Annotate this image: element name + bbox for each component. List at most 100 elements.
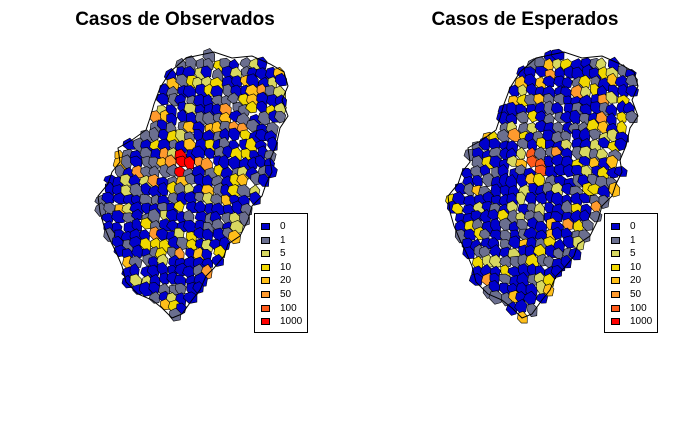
municipality [559, 111, 574, 124]
municipality [550, 265, 563, 278]
municipality [514, 298, 528, 314]
panel-observed: Casos de Observados 0 1 5 10 20 50 100 1000 [75, 9, 308, 333]
municipality [156, 93, 169, 106]
municipality [598, 194, 610, 209]
legend-label: 1 [280, 234, 286, 246]
municipality [589, 210, 603, 223]
municipality [166, 112, 178, 127]
legend-label: 1000 [280, 316, 303, 328]
municipality-layer [94, 48, 288, 322]
municipality [200, 65, 212, 79]
map-title-expected: Casos de Esperados [431, 9, 619, 30]
legend-label: 20 [630, 275, 642, 287]
municipality [454, 182, 467, 196]
legend-label: 100 [280, 302, 297, 314]
municipality [274, 72, 287, 87]
municipality [147, 256, 159, 269]
municipality [516, 138, 529, 150]
municipality [231, 75, 243, 89]
municipality [625, 84, 639, 97]
municipality [148, 126, 160, 142]
municipality [227, 184, 242, 198]
municipality [236, 173, 248, 187]
municipality [128, 255, 143, 269]
municipality [147, 208, 161, 223]
municipality [562, 218, 574, 231]
municipality [505, 113, 518, 125]
municipality [499, 255, 513, 269]
municipality [228, 127, 241, 142]
municipality [489, 244, 502, 259]
municipality [524, 93, 538, 108]
municipality [569, 109, 582, 126]
municipality [527, 110, 540, 123]
municipality [614, 166, 628, 177]
municipality [175, 282, 187, 296]
municipality [173, 274, 187, 288]
municipality [560, 199, 573, 215]
municipality [617, 83, 629, 98]
legend-swatch [261, 250, 270, 258]
municipality [553, 163, 567, 177]
municipality [173, 200, 185, 212]
legend-label: 0 [280, 221, 286, 232]
municipality [506, 101, 519, 118]
municipality [560, 130, 571, 142]
municipality [452, 191, 465, 206]
municipality [111, 210, 126, 224]
municipality [543, 100, 555, 117]
municipality [523, 226, 538, 241]
legend-swatch [611, 291, 620, 298]
municipality [182, 291, 198, 304]
municipality [589, 128, 601, 141]
municipality [535, 137, 548, 149]
municipality [551, 226, 563, 240]
legend-swatch [611, 236, 620, 244]
municipality [148, 165, 160, 179]
municipality [210, 193, 223, 206]
municipality [131, 244, 144, 260]
municipality [264, 164, 278, 179]
legend-swatch [261, 263, 270, 271]
region-border [447, 51, 639, 319]
legend-swatch [611, 277, 620, 285]
legend-label: 1000 [630, 316, 653, 328]
municipality [560, 254, 572, 269]
legend-expected: 0 1 5 10 20 50 100 1000 [604, 213, 658, 333]
municipality [112, 192, 127, 205]
municipality [606, 72, 618, 87]
municipality [561, 76, 573, 89]
legend-label: 5 [630, 248, 636, 260]
legend-label: 1 [630, 234, 636, 246]
legend-label: 0 [630, 221, 636, 232]
municipality [147, 264, 160, 277]
observed-map [94, 48, 289, 322]
legend-label: 20 [280, 275, 292, 287]
municipality [130, 155, 143, 168]
municipality [462, 246, 476, 260]
municipality [468, 273, 484, 286]
municipality [496, 129, 510, 143]
legend-swatch [261, 291, 270, 298]
municipality [488, 280, 501, 293]
municipality [219, 127, 231, 141]
municipality-layer [445, 48, 639, 324]
legend-swatch [261, 304, 270, 312]
municipality [597, 184, 611, 198]
municipality [560, 147, 573, 160]
municipality [605, 155, 619, 169]
municipality [470, 210, 484, 223]
municipality [157, 182, 169, 196]
panel-expected: Casos de Esperados 0 1 5 10 20 50 100 1000 [350, 0, 700, 432]
expected-map [445, 48, 639, 324]
municipality [470, 165, 484, 178]
municipality [625, 74, 638, 88]
legend-swatch [261, 277, 270, 285]
municipality [523, 290, 537, 306]
municipality [562, 163, 576, 178]
municipality [616, 111, 628, 124]
municipality [517, 311, 528, 324]
legend-label: 50 [630, 289, 642, 300]
municipality [471, 174, 484, 188]
municipality [605, 91, 618, 104]
